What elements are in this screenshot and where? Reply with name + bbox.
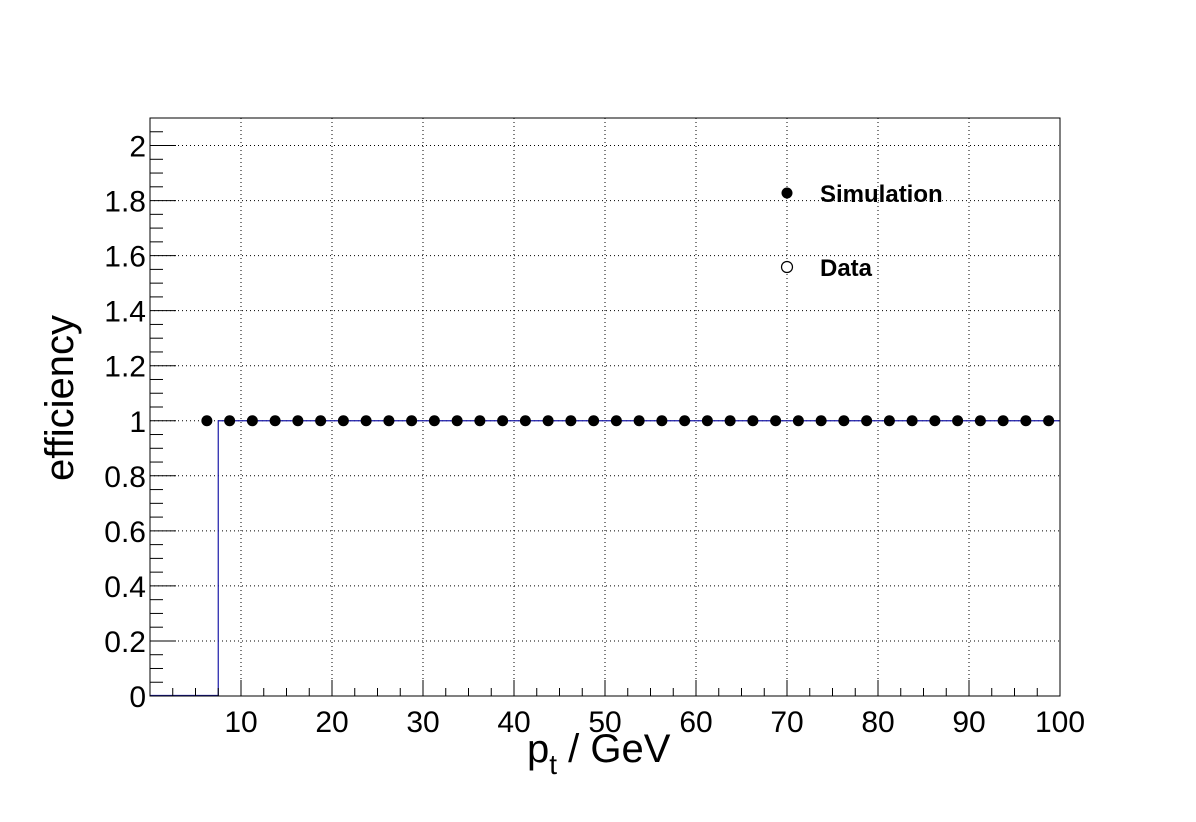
tick-labels: 10 20 30 40 50 60 70 80 90 100 0 0.2 0.4 0.6 0.8 1 1.2 1.… bbox=[104, 131, 1085, 739]
data-point-simulation bbox=[383, 415, 395, 427]
data-point-simulation bbox=[497, 415, 509, 427]
data-point-simulation bbox=[292, 415, 304, 427]
data-point-simulation bbox=[1020, 415, 1032, 427]
data-point-simulation bbox=[997, 415, 1009, 427]
data-point-simulation bbox=[360, 415, 372, 427]
data-point-simulation bbox=[838, 415, 850, 427]
x-tick-label: 70 bbox=[770, 706, 803, 739]
legend: Simulation Data bbox=[780, 181, 943, 282]
x-tick-label: 40 bbox=[497, 706, 530, 739]
data-point-simulation bbox=[974, 415, 986, 427]
data-point-simulation bbox=[588, 415, 600, 427]
axis-ticks bbox=[150, 131, 1061, 697]
legend-marker-data bbox=[780, 260, 794, 274]
legend-label-data: Data bbox=[820, 255, 873, 282]
data-point-simulation bbox=[246, 415, 258, 427]
data-point-simulation bbox=[883, 415, 895, 427]
x-tick-label: 90 bbox=[952, 706, 985, 739]
data-point-simulation bbox=[633, 415, 645, 427]
data-point-simulation bbox=[406, 415, 418, 427]
y-axis-title: efficiency bbox=[38, 315, 82, 481]
data-point-simulation bbox=[770, 415, 782, 427]
data-point-simulation bbox=[224, 415, 236, 427]
x-axis-title-sub: t bbox=[549, 749, 557, 780]
x-tick-label: 60 bbox=[679, 706, 712, 739]
data-point-simulation bbox=[269, 415, 281, 427]
data-point-simulation bbox=[610, 415, 622, 427]
y-tick-label: 0.4 bbox=[104, 571, 146, 604]
data-point-simulation bbox=[929, 415, 941, 427]
y-tick-label: 1.6 bbox=[104, 241, 146, 274]
x-axis-title-main: p bbox=[527, 727, 549, 771]
y-tick-label: 1.2 bbox=[104, 351, 146, 384]
data-point-simulation bbox=[656, 415, 668, 427]
data-point-simulation bbox=[952, 415, 964, 427]
data-point-simulation bbox=[201, 415, 213, 427]
legend-marker-simulation bbox=[781, 187, 793, 199]
y-tick-label: 0 bbox=[129, 681, 146, 714]
x-tick-label: 10 bbox=[224, 706, 257, 739]
y-tick-label: 0.2 bbox=[104, 626, 146, 659]
x-tick-label: 100 bbox=[1035, 706, 1085, 739]
data-point-simulation bbox=[701, 415, 713, 427]
y-tick-label: 0.8 bbox=[104, 461, 146, 494]
y-tick-label: 1.8 bbox=[104, 186, 146, 219]
data-point-simulation bbox=[679, 415, 691, 427]
data-point-simulation bbox=[861, 415, 873, 427]
x-tick-label: 50 bbox=[588, 706, 621, 739]
data-point-simulation bbox=[337, 415, 349, 427]
x-axis-title-suffix: / GeV bbox=[557, 727, 671, 771]
data-point-simulation bbox=[451, 415, 463, 427]
x-tick-label: 20 bbox=[315, 706, 348, 739]
data-point-simulation bbox=[542, 415, 554, 427]
data-point-simulation bbox=[1043, 415, 1055, 427]
x-tick-label: 30 bbox=[406, 706, 439, 739]
data-point-simulation bbox=[792, 415, 804, 427]
y-tick-label: 1 bbox=[129, 406, 146, 439]
x-axis-title: pt / GeV bbox=[527, 727, 671, 780]
data-point-simulation bbox=[428, 415, 440, 427]
data-point-simulation bbox=[815, 415, 827, 427]
data-point-simulation bbox=[565, 415, 577, 427]
y-tick-label: 1.4 bbox=[104, 296, 146, 329]
data-point-simulation bbox=[474, 415, 486, 427]
data-point-simulation bbox=[724, 415, 736, 427]
data-point-simulation bbox=[747, 415, 759, 427]
x-tick-label: 80 bbox=[861, 706, 894, 739]
legend-label-simulation: Simulation bbox=[820, 181, 943, 208]
data-point-simulation bbox=[315, 415, 327, 427]
y-tick-label: 0.6 bbox=[104, 516, 146, 549]
y-tick-label: 2 bbox=[129, 131, 146, 164]
data-point-simulation bbox=[906, 415, 918, 427]
data-point-simulation bbox=[519, 415, 531, 427]
data-points bbox=[201, 415, 1055, 427]
